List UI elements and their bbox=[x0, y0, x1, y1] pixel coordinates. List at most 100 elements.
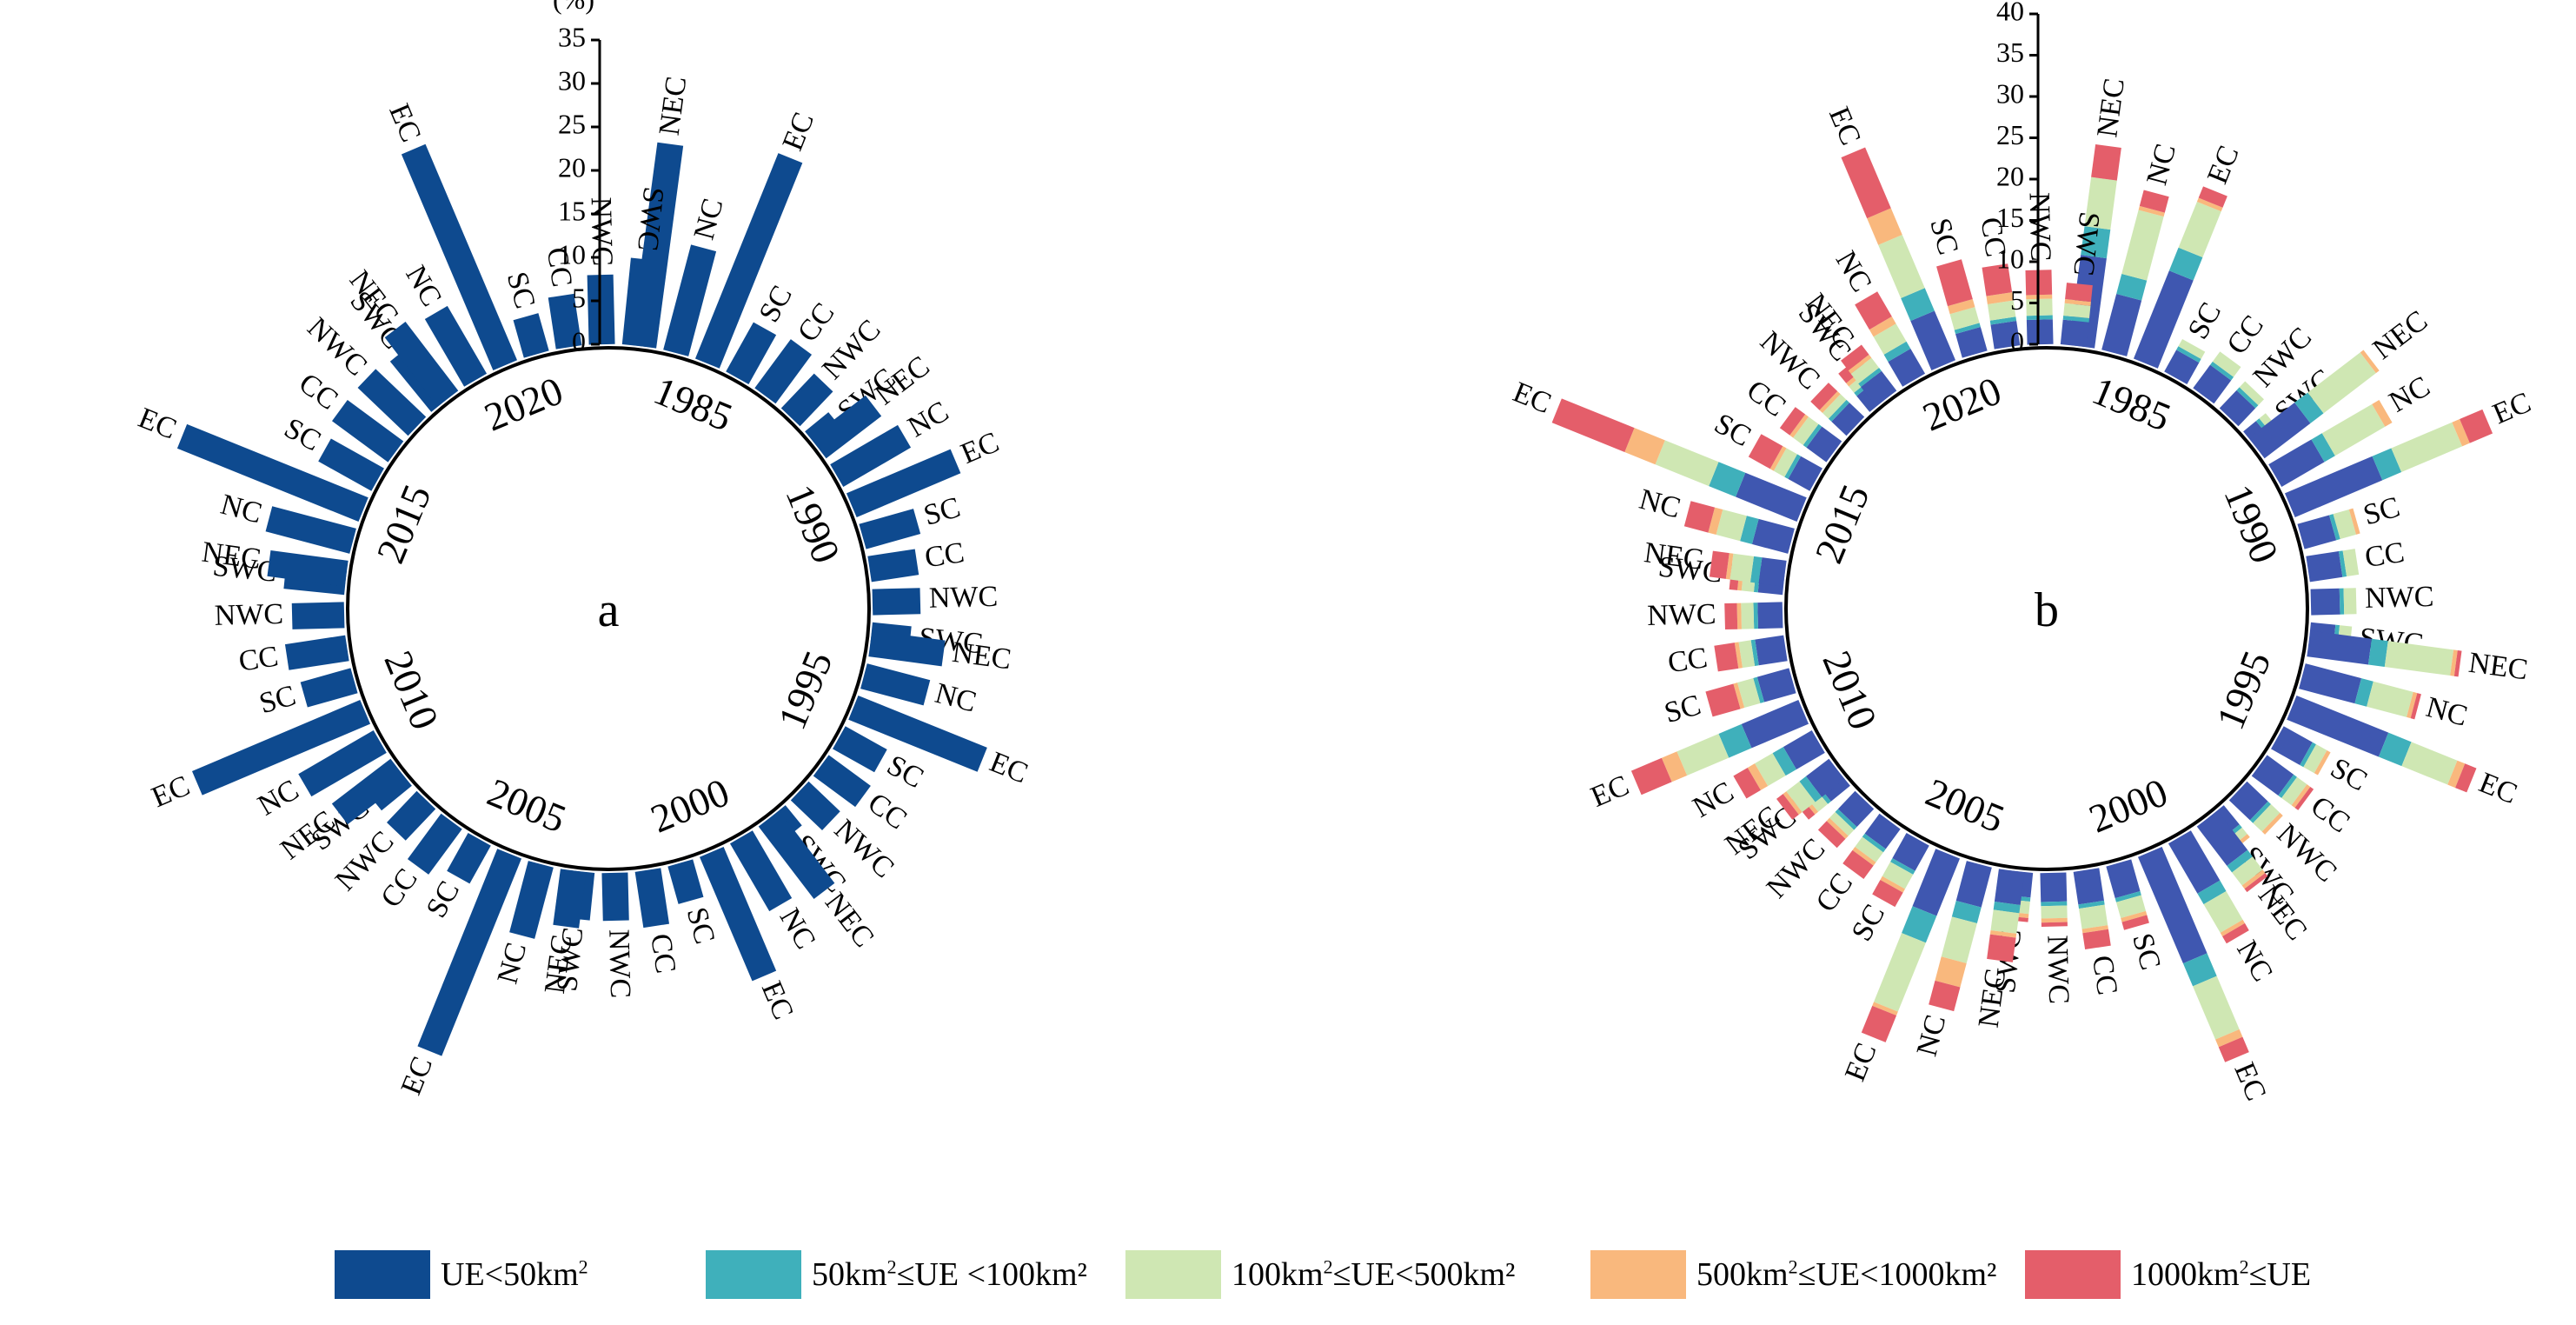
bar-segment bbox=[2407, 691, 2418, 719]
bar-segment bbox=[1989, 929, 2017, 938]
bar-segment bbox=[2447, 760, 2466, 789]
bar-segment bbox=[2261, 812, 2283, 835]
bar-segment bbox=[1733, 682, 1745, 709]
bar-1995-EC bbox=[2287, 695, 2477, 793]
bar-segment bbox=[1683, 501, 1716, 533]
bar-2015-NWC bbox=[1810, 383, 1865, 436]
axis-tick-label: 25 bbox=[1996, 119, 2024, 150]
bar-segment bbox=[2307, 352, 2376, 414]
bar-segment bbox=[1789, 414, 1809, 438]
bar-segment bbox=[1990, 909, 2020, 934]
bar-segment bbox=[2176, 346, 2201, 363]
bar-1985-SC bbox=[726, 322, 777, 384]
bar-segment bbox=[1864, 813, 1901, 849]
bar-segment bbox=[1929, 980, 1961, 1012]
bar-2005-CC bbox=[1842, 813, 1901, 879]
region-label: CC bbox=[1974, 216, 2011, 259]
bar-1985-EC bbox=[2133, 186, 2227, 369]
region-label: EC bbox=[1839, 1039, 1883, 1086]
bar-2020-CC bbox=[548, 293, 582, 350]
bar-1985-EC bbox=[694, 153, 803, 369]
region-label: EC bbox=[1586, 769, 1633, 814]
bar-segment bbox=[1741, 603, 1755, 629]
bar-segment bbox=[2218, 1036, 2249, 1062]
bar-2015-EC bbox=[1551, 398, 1807, 523]
bar-segment bbox=[1757, 602, 1783, 629]
axis-tick-label: 5 bbox=[2010, 284, 2024, 316]
bar-segment bbox=[1880, 876, 1905, 893]
bar-segment bbox=[1901, 288, 1935, 322]
bar-segment bbox=[1826, 817, 1849, 839]
bar-segment bbox=[2193, 364, 2232, 404]
bar-segment bbox=[1747, 763, 1769, 790]
bar-segment bbox=[2287, 695, 2389, 757]
bar-segment bbox=[2278, 774, 2297, 798]
region-label: SC bbox=[920, 491, 964, 532]
bar-2005-CC bbox=[407, 813, 462, 875]
bar-segment bbox=[1709, 462, 1746, 497]
bar-segment bbox=[1955, 861, 1992, 908]
region-label: CC bbox=[2221, 310, 2270, 360]
bar-segment bbox=[694, 153, 803, 369]
region-label: NC bbox=[2423, 691, 2471, 733]
bar-segment bbox=[2193, 975, 2240, 1040]
bar-segment bbox=[1751, 518, 1795, 554]
bar-2015-NC bbox=[265, 506, 356, 554]
bar-2000-EC bbox=[2137, 846, 2249, 1062]
bar-segment bbox=[2239, 381, 2264, 406]
year-label: 2005 bbox=[1920, 769, 2011, 841]
bar-segment bbox=[1842, 849, 1874, 879]
bar-2005-NEC bbox=[1987, 869, 2025, 962]
axis-tick-label: 20 bbox=[558, 151, 586, 183]
bar-2020-SC bbox=[1936, 259, 1988, 358]
bar-segment bbox=[1736, 677, 1761, 709]
bar-segment bbox=[2219, 390, 2256, 427]
year-label: 1985 bbox=[2086, 368, 2177, 439]
region-label: NC bbox=[2230, 935, 2279, 987]
bar-segment bbox=[2062, 315, 2090, 323]
region-label: NEC bbox=[1973, 967, 2013, 1029]
bar-segment bbox=[1716, 509, 1747, 542]
bar-1990-CC bbox=[2306, 549, 2360, 583]
bar-segment bbox=[267, 550, 349, 587]
bar-segment bbox=[1831, 403, 1865, 436]
bar-segment bbox=[1736, 603, 1742, 629]
bar-segment bbox=[1772, 747, 1796, 776]
region-label: NC bbox=[773, 903, 822, 955]
bar-segment bbox=[1883, 341, 1911, 363]
bar-2010-NWC bbox=[1724, 602, 1783, 630]
bar-segment bbox=[2268, 439, 2325, 488]
year-label: 2010 bbox=[375, 645, 447, 736]
bar-segment bbox=[1841, 147, 1891, 219]
bar-segment bbox=[1779, 407, 1806, 436]
bar-2015-SC bbox=[1748, 434, 1822, 491]
region-label: CC bbox=[923, 536, 966, 574]
bar-1995-NEC bbox=[868, 630, 946, 667]
axis-tick-label: 15 bbox=[558, 195, 586, 226]
bar-segment bbox=[1738, 640, 1756, 669]
bar-segment bbox=[1822, 394, 1847, 419]
bar-segment bbox=[2297, 515, 2337, 549]
legend-label: 500km2≤UE<1000km² bbox=[1696, 1255, 1997, 1293]
bar-segment bbox=[2249, 801, 2272, 823]
bar-segment bbox=[2360, 350, 2380, 374]
year-label: 1985 bbox=[647, 368, 739, 439]
bar-segment bbox=[1793, 416, 1819, 445]
bar-segment bbox=[2460, 409, 2493, 443]
bar-segment bbox=[2116, 273, 2148, 301]
bar-1995-NC bbox=[2299, 663, 2421, 720]
bar-segment bbox=[2281, 776, 2307, 806]
bar-2020-EC bbox=[1841, 147, 1956, 371]
bar-2010-NEC bbox=[331, 758, 407, 825]
region-label: NC bbox=[253, 774, 304, 822]
bar-segment bbox=[2348, 508, 2360, 535]
bar-segment bbox=[2121, 910, 2148, 922]
region-label: CC bbox=[2305, 790, 2355, 840]
bar-1990-SC bbox=[859, 509, 921, 549]
bar-segment bbox=[830, 424, 912, 488]
bar-segment bbox=[2367, 681, 2413, 717]
region-label: EC bbox=[986, 746, 1032, 790]
region-label: CC bbox=[792, 297, 841, 348]
bar-segment bbox=[2450, 649, 2458, 676]
